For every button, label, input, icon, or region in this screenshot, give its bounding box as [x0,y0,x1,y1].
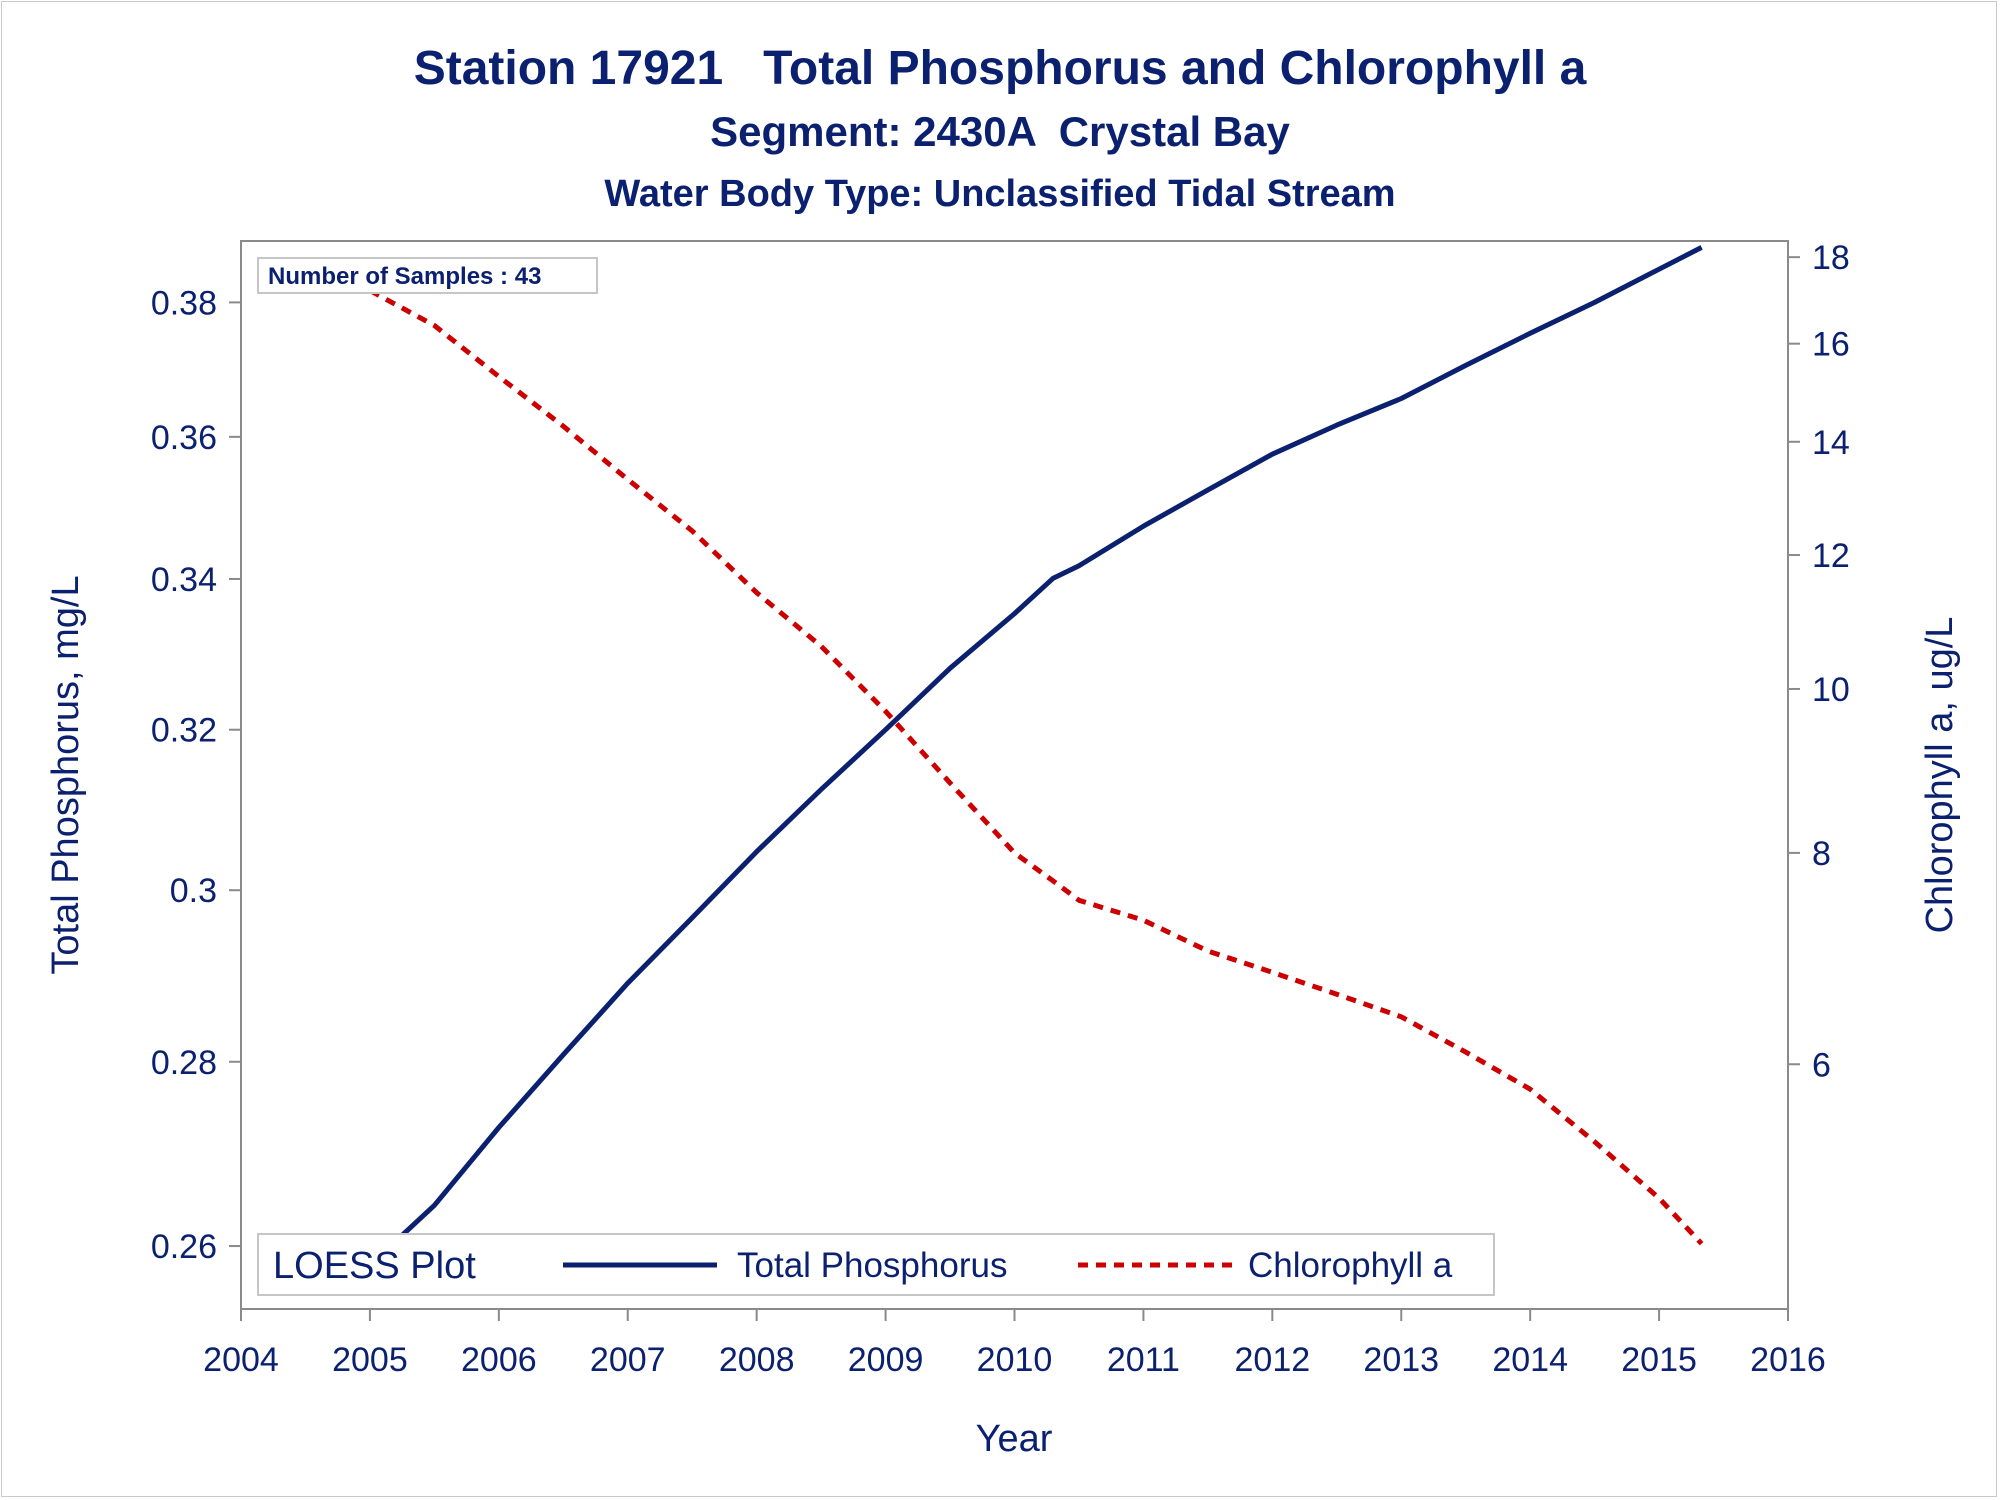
x-axis-label: Year [976,1418,1053,1460]
chart-title: Station 17921 Total Phosphorus and Chlor… [414,42,1587,95]
y-left-tick-label: 0.34 [151,561,217,599]
y-right-tick-label: 12 [1812,537,1850,575]
legend: LOESS Plot Total Phosphorus Chlorophyll … [257,1233,1495,1296]
y-left-tick-label: 0.26 [151,1228,217,1266]
chart-subtitle: Segment: 2430A Crystal Bay [710,108,1290,155]
chart-subtitle-2: Water Body Type: Unclassified Tidal Stre… [604,173,1395,215]
sample-count-text: Number of Samples : 43 [268,263,541,290]
y-axis-right: 6 8 10 12 14 16 18 [1788,239,1850,1084]
sample-count-box [257,257,598,294]
x-tick-label: 2005 [332,1341,408,1379]
series-line-total-phosphorus [352,245,1703,1282]
y-left-tick-label: 0.28 [151,1044,217,1082]
legend-label-chlorophyll-a: Chlorophyll a [1248,1246,1453,1285]
x-tick-label: 2006 [461,1341,537,1379]
sample-count-inset: Number of Samples : 43 [257,257,598,294]
x-tick-label: 2014 [1492,1341,1568,1379]
x-tick-label: 2008 [719,1341,795,1379]
y-axis-right-label: Chlorophyll a, ug/L [1919,617,1961,934]
series-line-chlorophyll-a [353,279,1704,1246]
x-tick-label: 2004 [203,1341,279,1379]
legend-box [257,1233,1495,1296]
y-right-tick-label: 18 [1812,239,1850,277]
y-right-tick-label: 16 [1812,326,1850,364]
x-tick-label: 2010 [977,1341,1053,1379]
x-tick-label: 2013 [1363,1341,1439,1379]
y-left-tick-label: 0.36 [151,419,217,457]
legend-label-total-phosphorus: Total Phosphorus [737,1246,1007,1285]
x-tick-label: 2016 [1750,1341,1826,1379]
y-right-tick-label: 10 [1812,671,1850,709]
plot-area [240,240,1789,1310]
series-layer [352,245,1704,1282]
y-left-tick-label: 0.38 [151,284,217,322]
y-axis-left: 0.26 0.28 0.3 0.32 0.34 0.36 0.38 [151,284,241,1266]
x-tick-label: 2009 [848,1341,924,1379]
y-axis-left-label: Total Phosphorus, mg/L [45,575,87,974]
x-axis: 2004 2005 2006 2007 2008 2009 2010 2011 2012 2013… [203,1309,1826,1379]
y-left-tick-label: 0.3 [170,872,217,910]
x-tick-label: 2015 [1621,1341,1697,1379]
x-tick-label: 2012 [1235,1341,1311,1379]
y-right-tick-label: 14 [1812,424,1850,462]
legend-title: LOESS Plot [273,1245,476,1287]
y-right-tick-label: 6 [1812,1046,1831,1084]
x-tick-label: 2011 [1107,1341,1180,1379]
y-left-tick-label: 0.32 [151,712,217,750]
x-tick-label: 2007 [590,1341,666,1379]
y-right-tick-label: 8 [1812,835,1831,873]
